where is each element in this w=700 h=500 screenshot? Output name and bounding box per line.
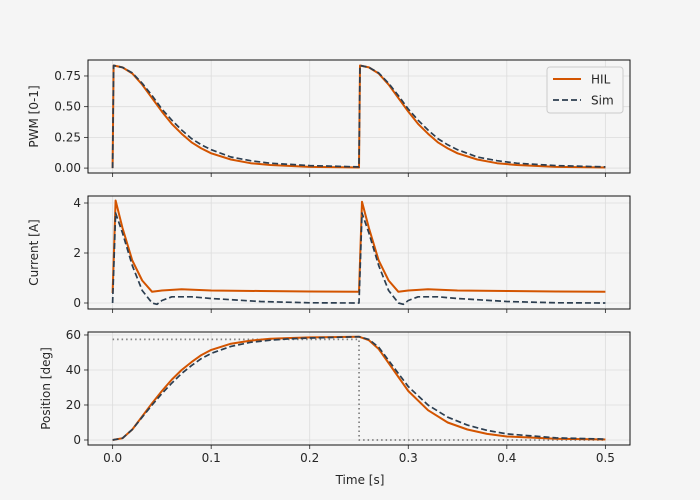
axes-frame xyxy=(87,59,631,174)
y-axis-label: PWM [0-1] xyxy=(27,85,41,147)
legend-hil-label: HIL xyxy=(591,73,611,87)
subplot-3: 0.0 0.1 0.2 0.3 0.4 0.5 0 20 40 60 Position [deg] T… xyxy=(39,328,631,487)
y-tick-label: 0.25 xyxy=(54,130,81,144)
subplot-2: 0 2 4 Current [A] xyxy=(27,195,631,313)
y-tick-label: 40 xyxy=(66,363,81,377)
x-tick-label: 0.4 xyxy=(497,451,516,465)
y-tick-label: 0 xyxy=(73,433,81,447)
plot-area xyxy=(88,332,630,445)
y-tick-label: 0.50 xyxy=(54,100,81,114)
y-tick-label: 4 xyxy=(73,196,81,210)
y-axis-label: Position [deg] xyxy=(39,347,53,430)
series-sim-line xyxy=(112,335,606,441)
subplot-1: 0.00 0.25 0.50 0.75 PWM [0-1] HIL Sim xyxy=(27,59,631,177)
y-tick-label: 0.00 xyxy=(54,161,81,175)
y-tick-label: 60 xyxy=(66,328,81,342)
legend: HIL Sim xyxy=(546,66,624,114)
axes-frame xyxy=(87,195,631,310)
y-axis-label: Current [A] xyxy=(27,219,41,285)
x-tick-label: 0.5 xyxy=(596,451,615,465)
axes-frame xyxy=(87,331,631,446)
y-tick-label: 0 xyxy=(73,296,81,310)
x-tick-label: 0.1 xyxy=(202,451,221,465)
x-tick-label: 0.0 xyxy=(103,451,122,465)
series-hil-line xyxy=(112,335,606,441)
x-axis-label: Time [s] xyxy=(335,473,385,487)
series-sim-line xyxy=(111,212,606,306)
series-sim-line xyxy=(111,64,606,169)
y-tick-label: 0.75 xyxy=(54,69,81,83)
x-tick-label: 0.3 xyxy=(399,451,418,465)
y-tick-label: 2 xyxy=(73,246,81,260)
x-tick-label: 0.2 xyxy=(300,451,319,465)
y-tick-label: 20 xyxy=(66,398,81,412)
legend-sim-label: Sim xyxy=(591,94,614,108)
